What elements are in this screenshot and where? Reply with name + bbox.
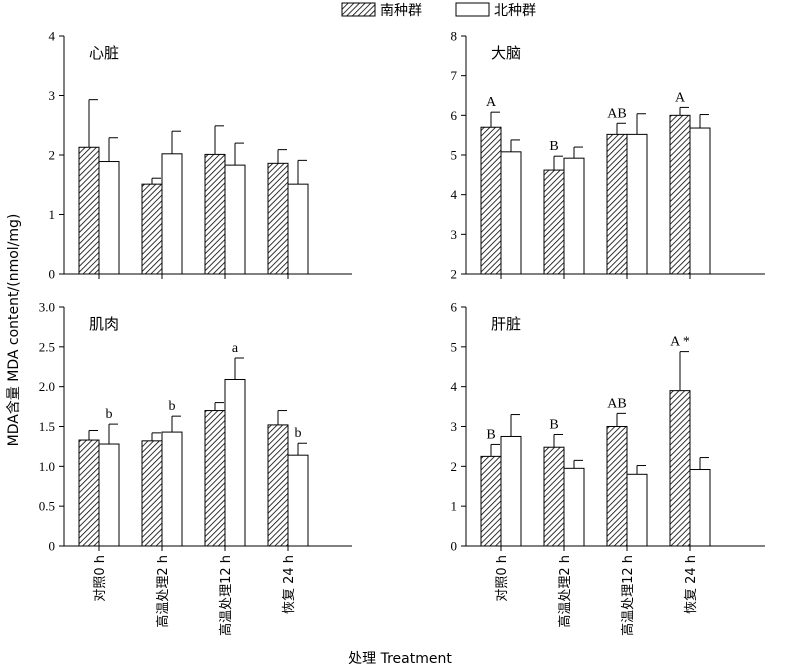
significance-label: b	[295, 426, 302, 441]
y-axis-label: MDA含量 MDA content/(nmol/mg)	[6, 214, 22, 447]
bar-north-3	[627, 134, 647, 274]
y-tick-label: 3	[451, 227, 458, 242]
significance-label: b	[106, 407, 113, 422]
panel-title: 肝脏	[491, 315, 521, 333]
bar-north-4	[288, 455, 308, 546]
y-tick-label: 2.5	[39, 339, 55, 354]
bar-south-3	[205, 411, 225, 546]
category-label: 高温处理12 h	[218, 555, 234, 636]
bar-south-1	[481, 127, 501, 274]
significance-label: A	[675, 90, 686, 105]
y-tick-label: 1.5	[39, 419, 55, 434]
panel-title: 肌肉	[89, 315, 119, 333]
y-tick-label: 1	[451, 499, 458, 514]
significance-label: b	[169, 399, 176, 414]
bar-north-3	[627, 474, 647, 546]
y-tick-label: 3	[49, 88, 56, 103]
y-tick-label: 5	[451, 339, 458, 354]
bar-north-2	[162, 432, 182, 546]
significance-label: B	[486, 427, 495, 442]
legend-label-north: 北种群	[494, 3, 536, 19]
y-tick-label: 8	[451, 29, 458, 44]
bar-south-1	[79, 440, 99, 546]
category-label: 对照0 h	[93, 555, 108, 602]
bar-south-4	[670, 115, 690, 274]
category-label: 高温处理2 h	[155, 555, 171, 628]
category-label: 对照0 h	[495, 555, 510, 602]
panel-3: 0 0.5 1.0 1.5 2.0 2.5 3.0 肌肉 b 对照0 h b 高温处理2 h a 高温处理…	[39, 300, 352, 636]
category-label: 恢复 24 h	[282, 555, 297, 614]
legend-swatch-south	[342, 3, 375, 16]
significance-label: AB	[607, 106, 626, 121]
significance-label: AB	[607, 396, 626, 411]
bar-north-1	[99, 162, 119, 274]
significance-label: B	[549, 417, 558, 432]
y-tick-label: 2	[451, 267, 458, 282]
bar-south-4	[670, 391, 690, 546]
bar-south-1	[79, 147, 99, 274]
bar-south-3	[607, 427, 627, 547]
y-tick-label: 5	[451, 148, 458, 163]
y-tick-label: 1	[49, 207, 56, 222]
panel-4: 0 1 2 3 4 5 6 肝脏 B 对照0 h B 高温处理2 h AB 高温处理12 h A * 恢复 2…	[451, 300, 766, 636]
y-tick-label: 0.5	[39, 499, 55, 514]
bar-north-2	[564, 158, 584, 274]
significance-label: a	[232, 341, 239, 356]
y-tick-label: 4	[49, 29, 56, 44]
bar-south-3	[205, 154, 225, 274]
bar-south-2	[142, 184, 162, 274]
bar-south-2	[142, 441, 162, 546]
category-label: 高温处理2 h	[557, 555, 573, 628]
y-tick-label: 2	[451, 459, 458, 474]
bar-north-1	[501, 152, 521, 274]
bar-north-3	[225, 165, 245, 274]
y-tick-label: 6	[451, 108, 458, 123]
y-tick-label: 7	[451, 68, 458, 83]
legend-swatch-north	[456, 3, 489, 16]
significance-label: B	[549, 139, 558, 154]
panels: 01234心脏2345678大脑ABABA00.51.01.52.02.53.0…	[39, 29, 765, 636]
legend-label-south: 南种群	[380, 3, 422, 19]
y-tick-label: 0	[49, 267, 56, 282]
y-tick-label: 4	[451, 379, 458, 394]
panel-title: 大脑	[491, 44, 521, 62]
bar-north-4	[690, 128, 710, 274]
bar-north-2	[162, 154, 182, 274]
bar-south-2	[544, 447, 564, 546]
bar-south-4	[268, 425, 288, 546]
category-label: 恢复 24 h	[684, 555, 699, 614]
y-tick-label: 0	[451, 539, 458, 554]
x-axis-label: 处理 Treatment	[348, 651, 452, 667]
y-tick-label: 2	[49, 148, 56, 163]
panel-1: 0 1 2 3 4 心脏	[49, 29, 353, 282]
bar-south-3	[607, 134, 627, 274]
bar-north-1	[99, 444, 119, 546]
bar-north-1	[501, 436, 521, 546]
y-tick-label: 3.0	[39, 300, 55, 315]
y-tick-label: 2.0	[39, 379, 55, 394]
bar-south-1	[481, 456, 501, 546]
category-label: 高温处理12 h	[620, 555, 636, 636]
bar-north-2	[564, 468, 584, 546]
bar-south-2	[544, 170, 564, 274]
bar-north-4	[690, 470, 710, 546]
y-tick-label: 6	[451, 300, 458, 315]
y-tick-label: 4	[451, 187, 458, 202]
bar-south-4	[268, 163, 288, 274]
panel-title: 心脏	[89, 44, 119, 62]
y-tick-label: 0	[49, 539, 56, 554]
y-tick-label: 3	[451, 419, 458, 434]
bar-north-3	[225, 379, 245, 546]
significance-label: A	[486, 95, 497, 110]
significance-label: A *	[670, 335, 690, 350]
legend: 南种群 北种群	[342, 3, 536, 19]
bar-north-4	[288, 184, 308, 274]
y-tick-label: 1.0	[39, 459, 55, 474]
